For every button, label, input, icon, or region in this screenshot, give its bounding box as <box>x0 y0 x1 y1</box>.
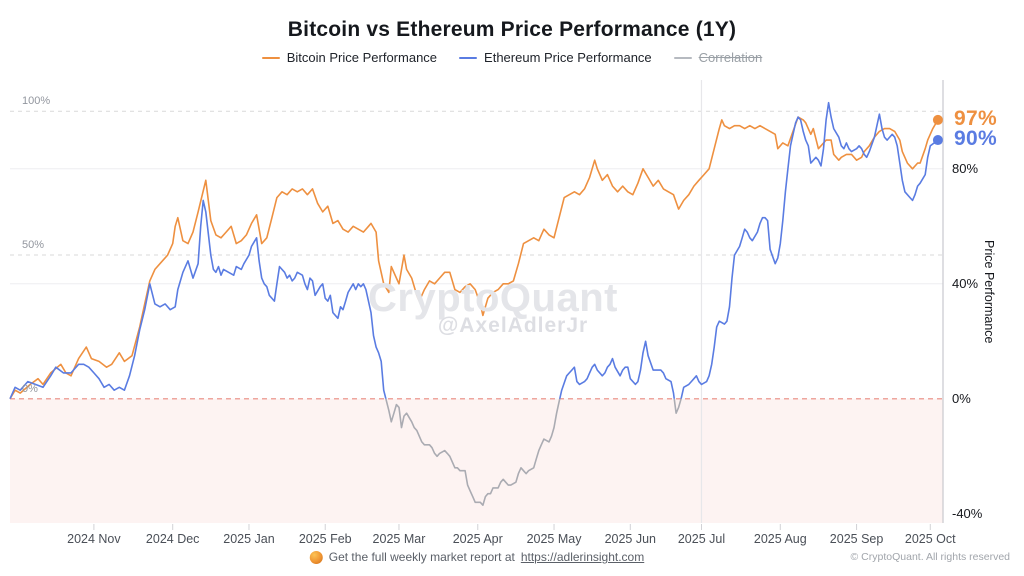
legend: Bitcoin Price Performance Ethereum Price … <box>0 50 1024 65</box>
legend-label: Ethereum Price Performance <box>484 50 652 65</box>
footer-link[interactable]: https://adlerinsight.com <box>520 550 645 564</box>
x-tick-label: 2025 Apr <box>452 532 503 546</box>
legend-dash-icon <box>261 56 280 59</box>
y-right-tick: 40% <box>952 275 979 291</box>
x-tick-label: 2025 Oct <box>904 532 956 546</box>
legend-item-ethereum[interactable]: Ethereum Price Performance <box>459 50 652 65</box>
copyright: © CryptoQuant. All rights reserved <box>850 551 1010 563</box>
legend-label: Bitcoin Price Performance <box>286 50 438 65</box>
legend-dash-icon <box>459 56 478 59</box>
bitcoin-end-dot <box>932 114 943 125</box>
x-tick-label: 2025 Mar <box>372 532 426 546</box>
footer-text: Get the full weekly market report at <box>328 550 515 564</box>
x-tick-label: 2025 Jan <box>223 532 275 546</box>
x-tick-label: 2024 Dec <box>145 532 200 546</box>
end-value-label: 97% <box>954 106 997 130</box>
bitcoin-line-negative <box>10 398 11 400</box>
footer: Get the full weekly market report at htt… <box>309 550 645 564</box>
x-tick-label: 2025 Jun <box>604 532 657 546</box>
x-tick-label: 2025 Sep <box>829 532 884 546</box>
y-left-tick: 0% <box>22 382 38 395</box>
ethereum-line-negative <box>10 398 682 507</box>
x-tick-label: 2025 May <box>526 532 582 546</box>
legend-item-bitcoin[interactable]: Bitcoin Price Performance <box>261 50 438 65</box>
legend-item-correlation[interactable]: Correlation <box>673 50 763 65</box>
y-left-tick: 50% <box>22 239 45 252</box>
y-left-tick: 100% <box>22 95 51 108</box>
legend-dash-icon <box>673 56 692 59</box>
y-right-tick: -40% <box>952 505 983 521</box>
x-tick-label: 2025 Jul <box>677 532 726 546</box>
x-tick-label: 2025 Aug <box>753 532 807 546</box>
bitcoin-line <box>9 116 939 399</box>
legend-label: Correlation <box>698 50 763 65</box>
ethereum-end-dot <box>932 135 943 146</box>
y-axis-title: Price Performance <box>982 240 996 344</box>
report-ball-icon <box>309 550 323 564</box>
x-tick-label: 2024 Nov <box>67 532 121 546</box>
negative-zone <box>10 398 943 523</box>
ethereum-line <box>9 101 939 399</box>
y-right-tick: 80% <box>952 160 979 176</box>
x-tick-label: 2025 Feb <box>298 532 352 546</box>
y-right-tick: 0% <box>952 390 971 406</box>
chart-title: Bitcoin vs Ethereum Price Performance (1… <box>287 18 737 41</box>
end-value-label: 90% <box>954 127 997 151</box>
